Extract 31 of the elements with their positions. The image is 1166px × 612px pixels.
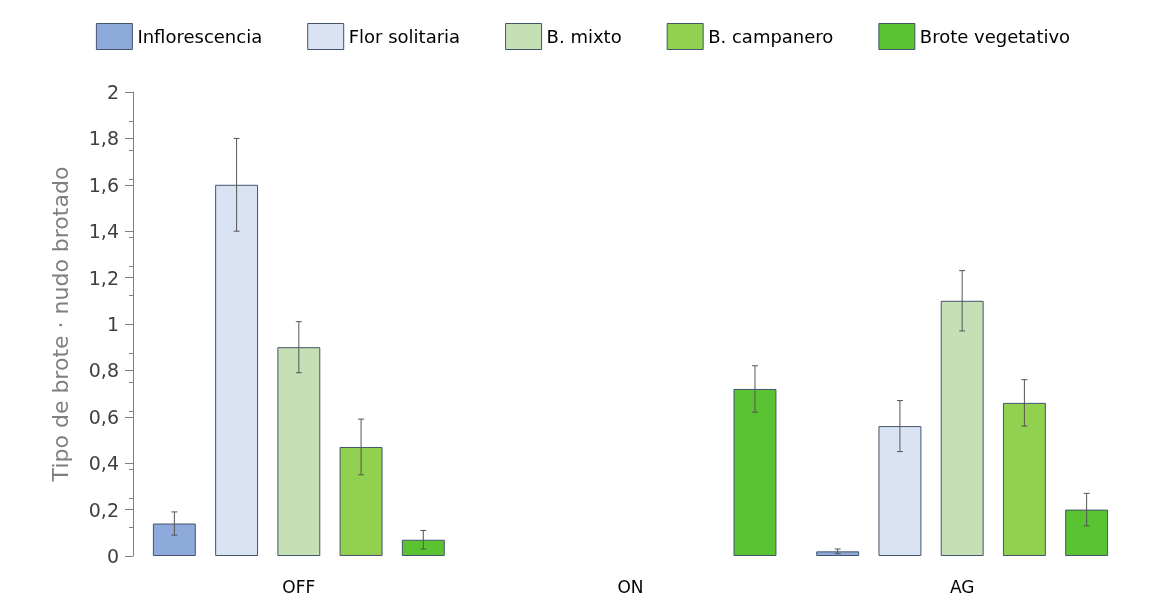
legend-label: Flor solitaria xyxy=(348,26,461,47)
y-tick-label: 1 xyxy=(106,313,119,335)
y-tick-label: 0,8 xyxy=(88,359,119,382)
bar xyxy=(215,184,259,556)
bar xyxy=(152,523,196,556)
y-tick-label: 0,4 xyxy=(88,452,119,475)
y-tick-label: 1,8 xyxy=(88,127,119,150)
bar xyxy=(733,388,777,556)
bar xyxy=(816,551,860,556)
y-tick-label: 0,6 xyxy=(88,405,119,428)
y-tick-label: 0,2 xyxy=(88,498,119,521)
bar xyxy=(940,300,984,556)
legend-label: Inflorescencia xyxy=(137,26,263,47)
bar xyxy=(277,347,321,556)
y-axis-title: Tipo de brote · nudo brotado xyxy=(47,166,73,483)
legend-label: Brote vegetativo xyxy=(919,26,1071,47)
y-tick-label: 1,6 xyxy=(88,173,119,196)
bar xyxy=(1002,402,1046,556)
y-tick-label: 2 xyxy=(106,81,119,103)
x-tick-label: OFF xyxy=(282,576,316,597)
bar xyxy=(1065,509,1109,556)
x-tick-label: AG xyxy=(949,576,975,597)
bar xyxy=(339,446,383,556)
bar xyxy=(401,539,445,556)
legend-label: B. mixto xyxy=(546,26,622,47)
y-tick-label: 1,4 xyxy=(88,220,119,243)
legend-label: B. campanero xyxy=(708,26,834,47)
y-tick-label: 1,2 xyxy=(88,266,119,289)
bar xyxy=(878,426,922,556)
x-tick-label: ON xyxy=(617,576,644,597)
y-tick-label: 0 xyxy=(106,545,119,567)
